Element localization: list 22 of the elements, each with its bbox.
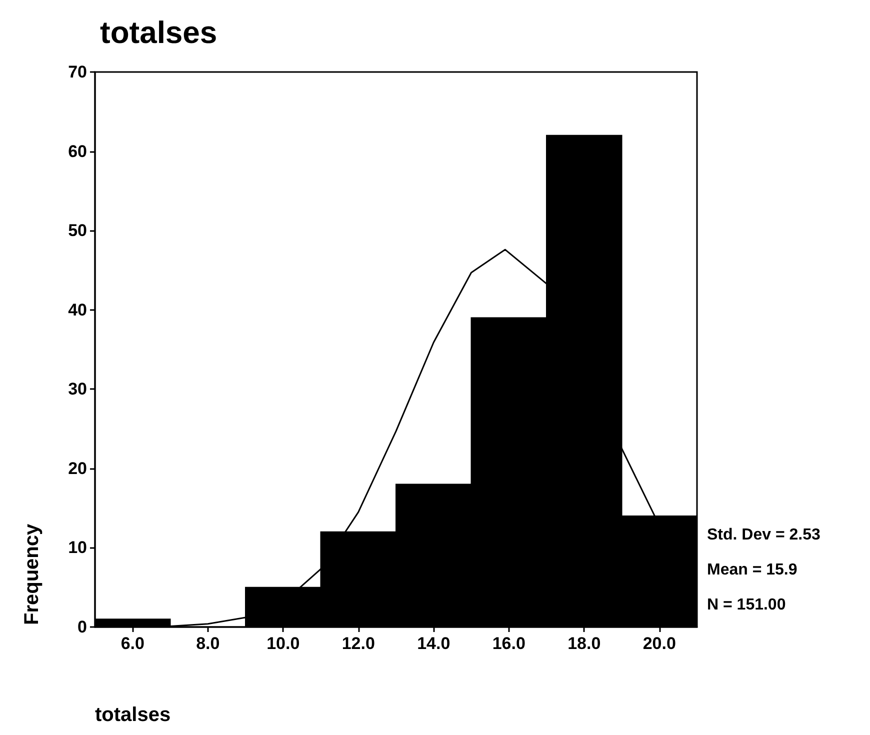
- y-tick-label: 10: [68, 538, 87, 558]
- text: N = 151.00: [707, 596, 786, 614]
- x-tick-label: 6.0: [120, 634, 144, 653]
- y-tick-label: 0: [78, 618, 87, 636]
- text: Std. Dev = 2.53: [707, 526, 820, 544]
- x-tick-label: 12.0: [342, 634, 375, 653]
- x-tick-label: 10.0: [266, 634, 300, 653]
- y-tick-label: 60: [68, 142, 87, 161]
- y-tick-label: 40: [68, 300, 87, 320]
- y-tick-label: 30: [68, 380, 87, 399]
- y-tick-label: 70: [68, 62, 87, 82]
- y-tick-label: 20: [68, 458, 87, 478]
- chart-title: totalses: [100, 15, 218, 50]
- x-tick-label: 18.0: [568, 634, 601, 653]
- x-axis-title: totalses: [95, 704, 171, 726]
- y-tick-label: 50: [68, 221, 87, 240]
- x-tick-label: 16.0: [492, 634, 526, 653]
- y-axis-title: Frequency: [21, 522, 43, 625]
- x-tick-label: 14.0: [417, 634, 450, 653]
- x-tick-label: 20.0: [642, 634, 676, 653]
- x-tick-label: 8.0: [196, 634, 220, 653]
- text: Mean = 15.9: [707, 562, 798, 578]
